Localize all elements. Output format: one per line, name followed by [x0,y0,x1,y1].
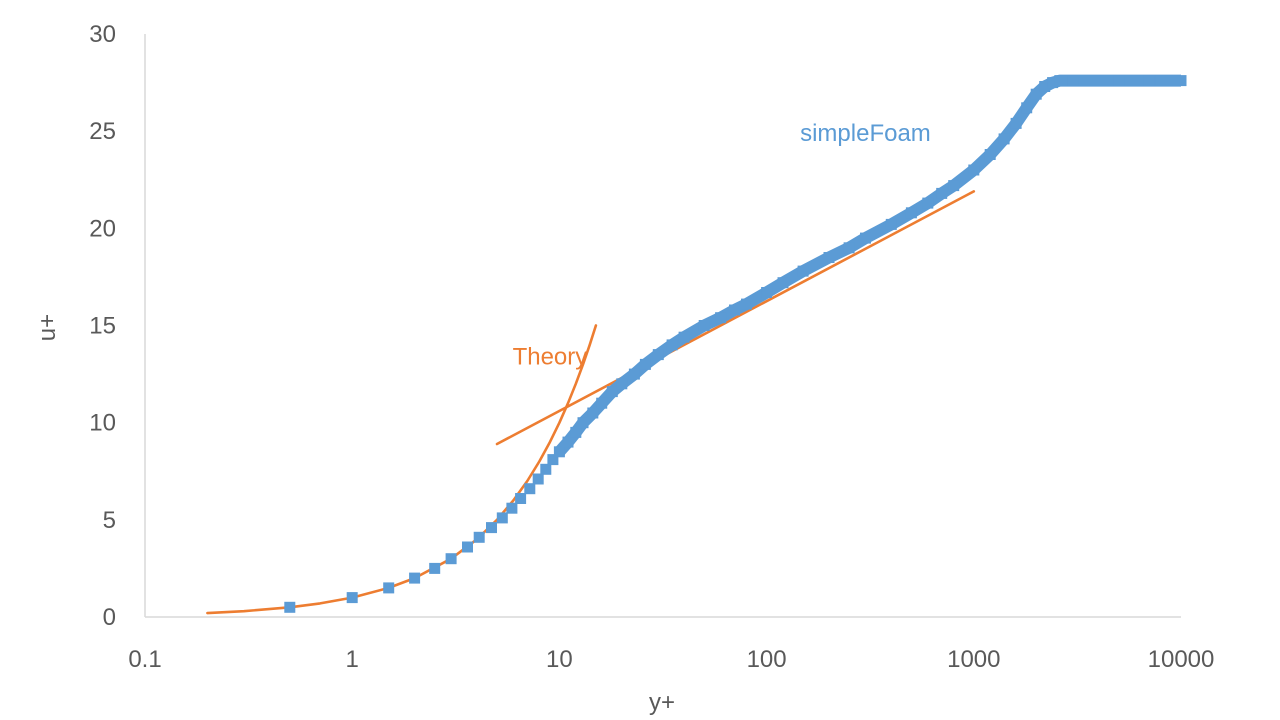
simplefoam-point [797,265,809,277]
simplefoam-point [1061,75,1072,87]
simplefoam-point [616,378,628,390]
simplefoam-point [729,304,740,316]
x-tick-label: 10 [546,646,573,673]
simplefoam-point [1030,88,1042,100]
simplefoam-point [1039,81,1051,92]
y-tick-label: 30 [89,21,116,48]
simplefoam-point [524,483,536,495]
simplefoam-point [823,252,835,263]
simplefoam-point [496,512,508,524]
annotation-theory: Theory [513,343,588,370]
x-tick-label: 0.1 [128,646,161,673]
simplefoam-point [562,436,574,448]
simplefoam-point [652,349,664,361]
y-tick-label: 25 [89,118,116,145]
annotation-simplefoam: simpleFoam [800,120,931,147]
simplefoam-point [540,463,552,475]
simplefoam-point [515,493,527,504]
x-tick-label: 1 [346,646,359,673]
simplefoam-point [715,312,727,324]
y-tick-label: 15 [89,313,116,340]
simplefoam-point [922,197,934,209]
simplefoam-point [678,331,690,343]
simplefoam-point [666,339,678,351]
theory-line-segment-1 [206,324,598,615]
simplefoam-point [1047,77,1059,89]
simplefoam-point [570,426,582,438]
y-tick-label: 10 [89,410,116,437]
x-tick-label: 10000 [1148,646,1215,673]
simplefoam-point [639,358,651,370]
simplefoam-point [628,368,640,380]
simplefoam-point [1067,75,1079,87]
simplefoam-point [284,601,296,613]
simplefoam-point [383,582,395,594]
simplefoam-point [777,277,789,289]
simplefoam-point [1155,75,1167,87]
simplefoam-point [1129,75,1141,87]
simplefoam-point [1054,75,1066,87]
simplefoam-point [587,407,599,419]
simplefoam-point [885,218,897,230]
simplefoam-point [1093,75,1104,87]
y-tick-label: 0 [103,604,116,631]
x-axis-title: y+ [649,689,675,716]
simplefoam-point [486,522,497,534]
simplefoam-point [606,386,618,398]
simplefoam-point [761,287,773,298]
y-tick-label: 20 [89,215,116,242]
simplefoam-point [445,553,457,565]
x-tick-label: 1000 [947,646,1000,673]
simplefoam-point [984,149,996,160]
simplefoam-point [409,572,421,584]
simplefoam-point [998,133,1010,145]
simplefoam-point [553,446,565,458]
simplefoam-point [1021,102,1033,114]
simplefoam-point [596,397,608,409]
simplefoam-point [532,473,544,485]
x-tick-label: 100 [747,646,787,673]
simplefoam-point [936,187,948,199]
simplefoam-point [462,541,473,553]
y-tick-label: 5 [103,507,116,534]
y-axis-title: u+ [34,314,61,341]
simplefoam-point [860,232,871,244]
simplefoam-point [1143,75,1155,87]
simplefoam-point [429,562,441,574]
axes [144,34,1181,618]
simplefoam-point [968,164,980,176]
simplefoam-point [473,531,485,543]
theory-series [206,190,976,615]
simplefoam-point [577,417,589,429]
simplefoam-point [346,592,358,604]
labels: 0 5 10 15 20 25 30 0.1 1 10 100 1000 10000 y+ u+ simple… [34,21,1214,716]
simplefoam-point [843,242,855,254]
simplefoam-point [506,502,518,514]
simplefoam-point [1113,75,1125,87]
theory-line-segment-2 [495,190,976,446]
simplefoam-point [547,454,559,466]
simplefoam-point [948,180,960,192]
simplefoam-point [905,207,917,219]
simplefoam-point [698,320,710,331]
simplefoam-point [741,298,752,310]
simplefoam-series [284,74,1187,613]
simplefoam-point [1166,75,1177,87]
simplefoam-point [1175,75,1187,87]
simplefoam-point [1010,117,1022,129]
